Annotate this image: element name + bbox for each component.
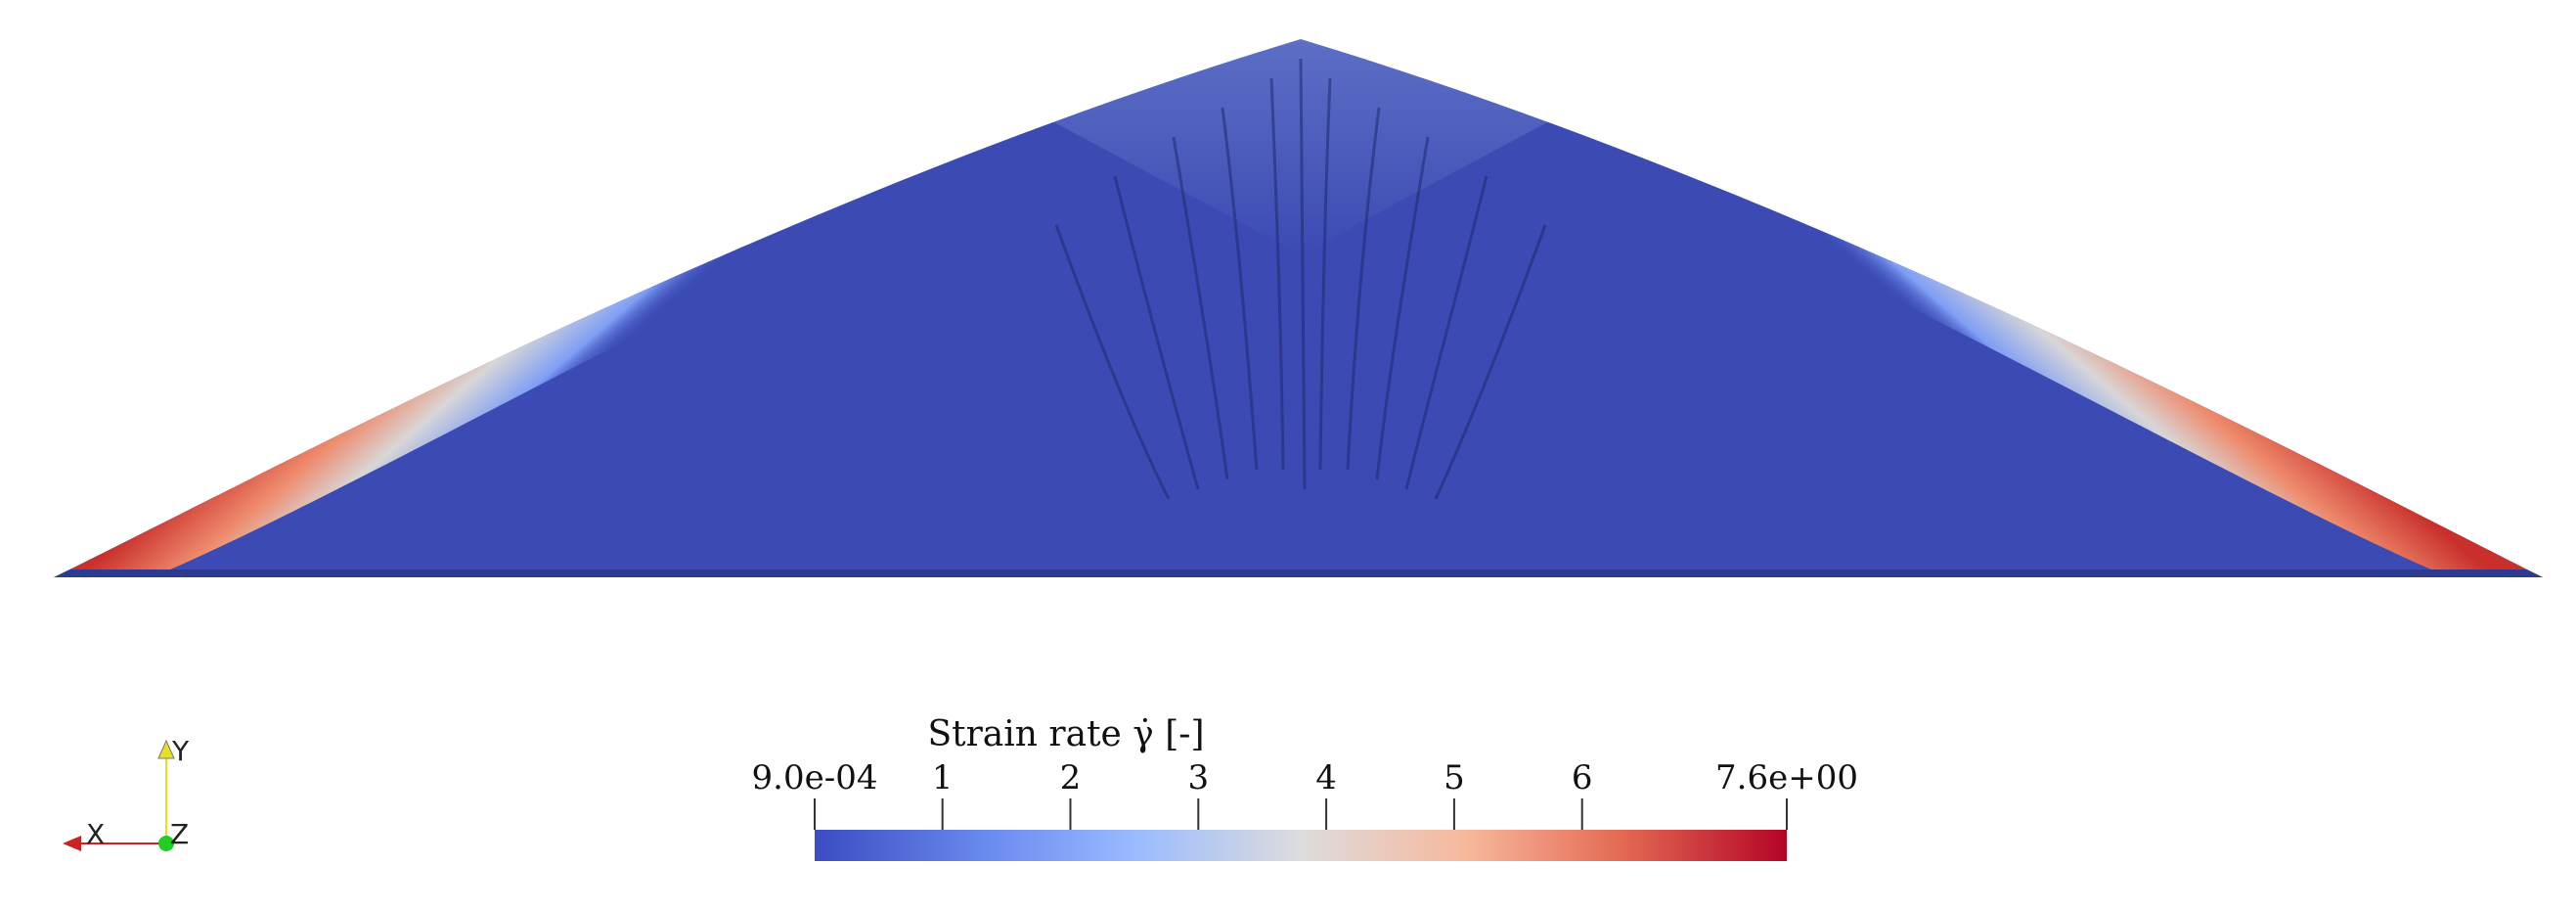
colorbar-tick-label: 7.6e+00 bbox=[1715, 758, 1858, 797]
granular-pile bbox=[54, 39, 2543, 577]
z-axis-dot bbox=[158, 836, 174, 851]
axes-triad: Y X Z bbox=[63, 735, 190, 851]
colorbar-tick-label: 4 bbox=[1315, 758, 1337, 797]
y-axis-arrowhead bbox=[157, 739, 175, 759]
central-fractures bbox=[1054, 58, 1547, 500]
pile-body bbox=[54, 39, 2543, 577]
colorbar-title: Strain rate γ̇ [-] bbox=[927, 714, 1204, 754]
z-axis-label: Z bbox=[170, 818, 189, 850]
colorbar-gradient bbox=[815, 830, 1787, 861]
right-shear-band bbox=[1526, 93, 2543, 577]
colorbar-tick-label: 5 bbox=[1443, 758, 1465, 797]
colorbar-tick-label: 9.0e-04 bbox=[752, 758, 878, 797]
pile-base-shadow bbox=[54, 569, 2543, 577]
left-shear-band bbox=[54, 93, 1076, 577]
colorbar-tick-label: 6 bbox=[1572, 758, 1593, 797]
colorbar: Strain rate γ̇ [-] 9.0e-04 1 2 3 4 5 6 7.6e+00 bbox=[752, 714, 1858, 861]
y-axis-label: Y bbox=[171, 735, 190, 767]
x-axis-arrowhead bbox=[63, 836, 81, 851]
colorbar-tick-label: 3 bbox=[1187, 758, 1209, 797]
colorbar-ticks: 9.0e-04 1 2 3 4 5 6 7.6e+00 bbox=[752, 758, 1858, 830]
x-axis-label: X bbox=[86, 818, 105, 850]
colorbar-tick-label: 2 bbox=[1060, 758, 1082, 797]
colorbar-tick-label: 1 bbox=[932, 758, 954, 797]
